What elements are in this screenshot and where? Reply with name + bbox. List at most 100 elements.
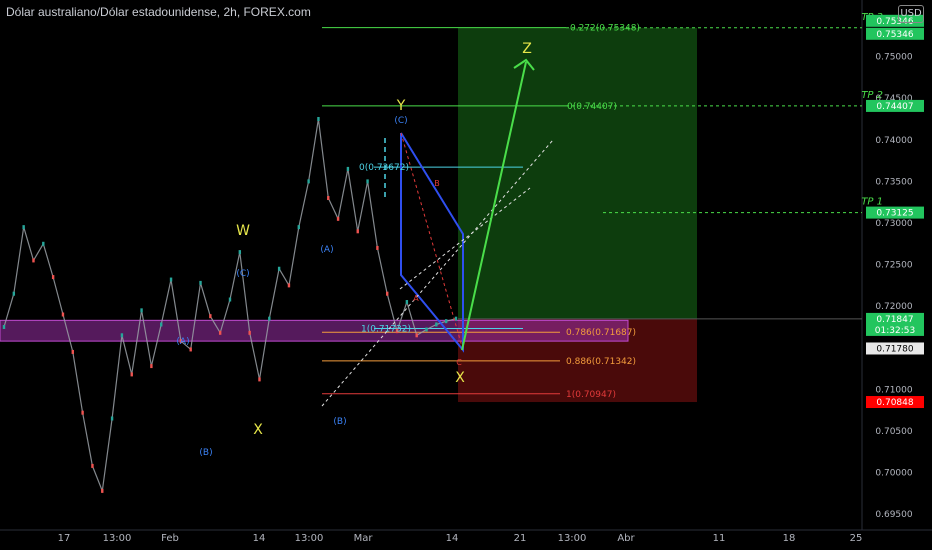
price-point [101, 488, 104, 493]
price-point [179, 339, 183, 344]
price-badge-label: 0.70848 [876, 398, 913, 408]
time-tick: 18 [783, 533, 796, 544]
price-point [150, 364, 153, 369]
price-point [248, 330, 251, 335]
pattern-point-label: C [456, 358, 462, 367]
price-point [444, 319, 448, 324]
price-point [209, 314, 212, 319]
price-point [307, 179, 310, 184]
price-tick: 0.70500 [875, 427, 912, 437]
fib-label: 0(0.73672) [359, 163, 409, 173]
time-tick: 13:00 [295, 533, 324, 544]
fib-label: 0.786(0.71687) [566, 328, 636, 338]
price-point [140, 308, 143, 313]
price-point [287, 283, 291, 288]
price-line [3, 118, 457, 494]
price-tick: 0.72000 [875, 302, 912, 312]
price-badge-label: 0.71847 [876, 315, 913, 325]
time-tick: Mar [354, 533, 374, 544]
price-badge-label: 0.74407 [876, 102, 913, 112]
time-tick: Abr [617, 533, 635, 544]
fib-label: 0(0.74407) [567, 102, 617, 112]
fib-label: 0.272(0.75348) [570, 24, 640, 34]
price-tick: 0.74500 [875, 94, 912, 104]
fib-label: 1(0.71732) [361, 324, 411, 334]
time-tick: 17 [58, 533, 71, 544]
price-point [258, 377, 261, 382]
time-tick: 13:00 [103, 533, 132, 544]
trend-line [321, 139, 554, 407]
price-point [2, 324, 6, 329]
pattern-point-label: A [413, 294, 419, 303]
subwave-label: (C) [236, 269, 249, 279]
price-point [415, 333, 418, 338]
price-point [327, 196, 330, 201]
price-badge [866, 27, 924, 40]
price-tick: 0.75000 [875, 53, 912, 63]
price-tick: 0.74000 [875, 136, 912, 146]
price-badge-label: 0.75346 [876, 30, 913, 40]
price-badge [866, 342, 924, 355]
wave-label: Y [396, 98, 406, 114]
wave-label: X [253, 422, 263, 438]
price-point [32, 258, 35, 263]
price-point [42, 241, 45, 246]
support-zone [0, 319, 629, 342]
subwave-label: (A) [176, 337, 189, 347]
time-tick: 11 [713, 533, 726, 544]
price-tick: 0.70000 [875, 469, 912, 479]
pattern-point-label: B [434, 179, 440, 188]
price-badge [866, 99, 924, 112]
price-point [376, 245, 379, 250]
tp-label: TP 1 [861, 197, 883, 208]
price-point [218, 330, 222, 335]
subwave-label: (B) [333, 417, 346, 427]
price-point [61, 312, 65, 317]
subwave-label: (A) [320, 245, 333, 255]
price-badge [866, 206, 924, 219]
price-point [22, 225, 25, 230]
price-point [189, 347, 192, 352]
price-point [160, 322, 163, 327]
price-badge-label: 0.75346 [876, 17, 913, 27]
price-badge [866, 323, 924, 336]
price-badge [866, 14, 924, 27]
price-badge-label: 01:32:53 [875, 326, 915, 336]
price-badge [866, 396, 924, 409]
price-point [238, 250, 242, 255]
price-point [110, 416, 114, 421]
price-point [454, 316, 458, 321]
price-tick: 0.69500 [875, 510, 912, 520]
price-point [12, 291, 16, 296]
time-tick: 14 [446, 533, 459, 544]
time-tick: 14 [253, 533, 266, 544]
price-point [336, 216, 340, 221]
price-point [346, 166, 350, 171]
price-point [130, 372, 133, 377]
price-point [356, 229, 359, 234]
price-point [51, 275, 55, 280]
subwave-label: (B) [199, 448, 212, 458]
wave-label: W [236, 223, 250, 239]
wave-label: Z [522, 41, 532, 57]
harmonic-pattern [400, 132, 464, 353]
price-point [169, 277, 173, 282]
price-point [366, 179, 369, 184]
price-point [199, 280, 202, 285]
price-tick: 0.73500 [875, 177, 912, 187]
time-tick: 21 [514, 533, 527, 544]
price-point [317, 116, 320, 121]
price-point [228, 297, 232, 302]
price-badge-label: 0.73125 [876, 209, 913, 219]
price-point [277, 266, 281, 271]
wave-label: X [455, 370, 465, 386]
currency-button[interactable]: USD [898, 5, 924, 23]
time-tick: 25 [850, 533, 863, 544]
price-point [386, 291, 389, 296]
price-badge [866, 312, 924, 325]
fib-label: 0.886(0.71342) [566, 357, 636, 367]
price-point [425, 327, 428, 332]
price-point [297, 225, 300, 230]
price-point [71, 349, 74, 354]
